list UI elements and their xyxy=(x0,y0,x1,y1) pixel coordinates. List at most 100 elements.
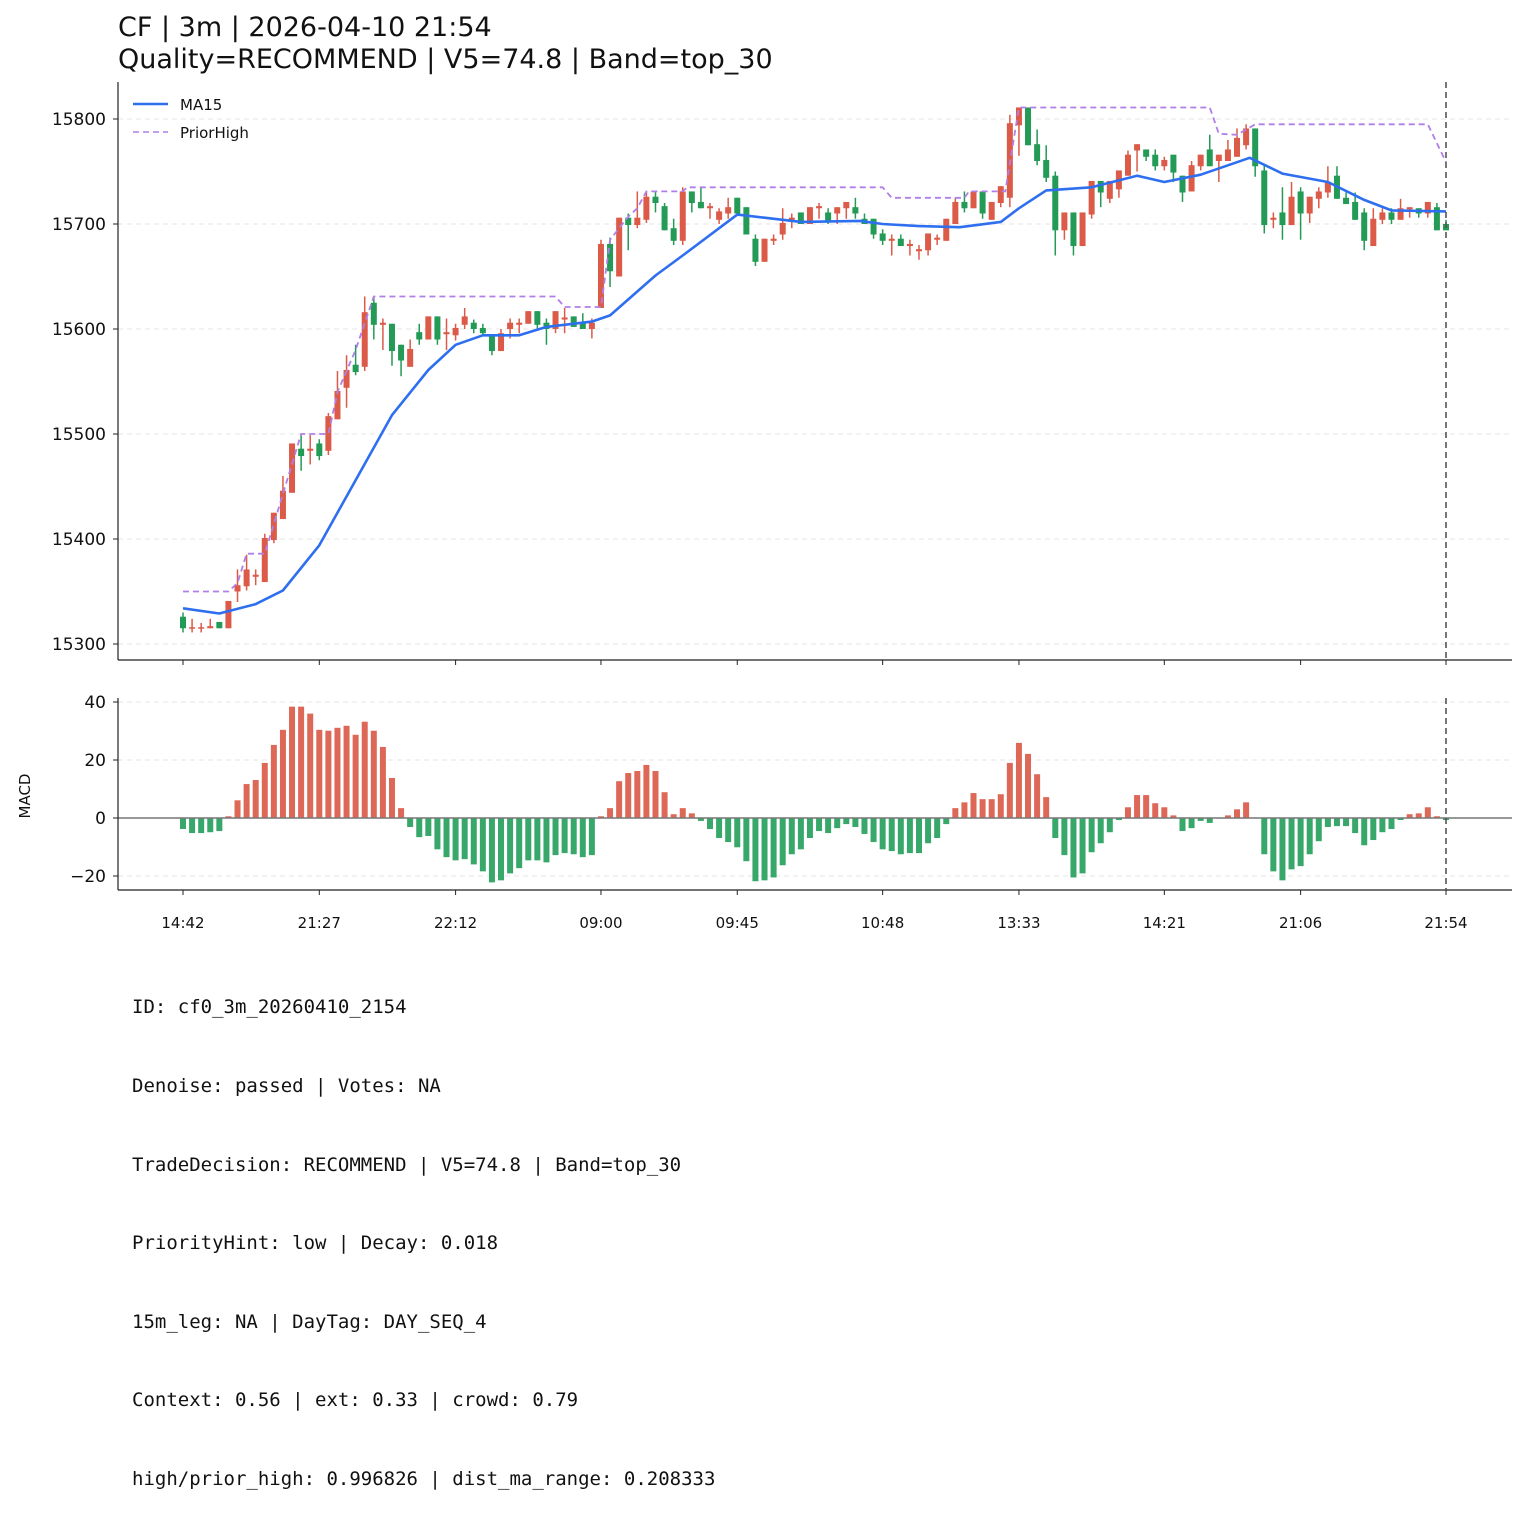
candle-body xyxy=(279,490,286,520)
candle-up xyxy=(307,435,314,465)
macd-bar xyxy=(1388,818,1395,830)
macd-bar xyxy=(316,729,323,818)
candle-body xyxy=(307,448,314,451)
candle-body xyxy=(443,332,450,335)
candle-body xyxy=(379,322,386,325)
macd-histogram xyxy=(118,706,1512,883)
candle-up xyxy=(925,233,932,256)
macd-bar xyxy=(307,713,314,818)
candle-down xyxy=(734,197,741,214)
macd-bar xyxy=(788,818,795,855)
macd-bar xyxy=(925,818,932,844)
macd-bar xyxy=(361,721,368,818)
macd-bar xyxy=(1197,818,1204,821)
macd-bar xyxy=(797,818,804,850)
macd-bar xyxy=(743,818,750,862)
macd-bar xyxy=(243,784,250,818)
macd-bar xyxy=(670,814,677,818)
macd-bar xyxy=(806,818,813,839)
candle-body xyxy=(697,201,704,209)
candle-body xyxy=(534,311,541,325)
candle-body xyxy=(234,585,241,592)
candle-body xyxy=(1243,128,1250,146)
candle-body xyxy=(1315,191,1322,199)
candle-body xyxy=(334,390,341,420)
macd-bar xyxy=(834,818,841,829)
legend-ma15-label: MA15 xyxy=(180,96,222,114)
macd-bar xyxy=(407,818,414,827)
macd-bar xyxy=(1397,818,1404,821)
candle-body xyxy=(797,212,804,224)
legend-priorhigh-label: PriorHigh xyxy=(180,124,249,142)
macd-bar xyxy=(398,808,405,818)
macd-bar xyxy=(979,799,986,818)
candle-up xyxy=(361,296,368,371)
candle-up xyxy=(498,329,505,352)
candle-up xyxy=(1406,207,1413,218)
candle-down xyxy=(1352,192,1359,220)
candle-down xyxy=(1179,175,1186,202)
candle-down xyxy=(398,344,405,377)
macd-bar xyxy=(543,818,550,863)
macd-bar xyxy=(725,818,732,843)
candle-body xyxy=(343,369,350,388)
candle-down xyxy=(697,187,704,209)
candle-up xyxy=(225,600,232,629)
x-tick-label: 21:06 xyxy=(1279,914,1322,932)
candle-up xyxy=(279,476,286,520)
macd-bar xyxy=(1115,818,1122,821)
macd-bar xyxy=(1006,762,1013,818)
candle-body xyxy=(779,222,786,235)
candle-down xyxy=(688,191,695,213)
candle-up xyxy=(716,208,723,224)
candle-up xyxy=(906,239,913,256)
candle-up xyxy=(643,191,650,223)
candle-up xyxy=(761,238,768,262)
candle-body xyxy=(552,311,559,329)
macd-bar xyxy=(325,730,332,818)
candle-body xyxy=(1206,149,1213,167)
x-tick-label: 14:42 xyxy=(161,914,204,932)
macd-bar xyxy=(1270,818,1277,872)
macd-bar xyxy=(588,818,595,856)
macd-bar xyxy=(1061,818,1068,856)
macd-bar xyxy=(888,818,895,852)
macd-bar xyxy=(416,818,423,838)
candle-up xyxy=(1224,140,1231,161)
candle-body xyxy=(1043,159,1050,178)
prior-high-line xyxy=(183,106,1447,593)
macd-bar xyxy=(252,780,259,818)
candle-body xyxy=(1388,212,1395,220)
macd-bar xyxy=(225,816,232,818)
candle-down xyxy=(743,207,750,235)
candle-up xyxy=(1288,182,1295,226)
candle-body xyxy=(1106,180,1113,199)
candle-down xyxy=(352,344,359,376)
macd-bar xyxy=(1288,818,1295,870)
candle-down xyxy=(1025,107,1032,146)
candle-body xyxy=(1215,154,1222,161)
macd-bar xyxy=(616,781,623,818)
candle-down xyxy=(316,439,323,461)
macd-bar xyxy=(352,734,359,818)
candle-down xyxy=(1170,154,1177,182)
candle-up xyxy=(679,187,686,245)
candle-body xyxy=(1361,212,1368,241)
macd-bar xyxy=(234,800,241,818)
candle-up xyxy=(379,318,386,350)
chart-title-line2: Quality=RECOMMEND | V5=74.8 | Band=top_3… xyxy=(118,44,773,75)
candle-up xyxy=(261,533,268,583)
candle-down xyxy=(1043,145,1050,182)
macd-bar xyxy=(434,818,441,850)
macd-bar xyxy=(334,727,341,818)
macd-bar xyxy=(961,802,968,818)
candle-up xyxy=(243,554,250,591)
candle-body xyxy=(488,334,495,352)
candle-down xyxy=(370,296,377,340)
macd-bar xyxy=(897,818,904,855)
macd-bar xyxy=(852,818,859,827)
macd-bar xyxy=(679,808,686,818)
candle-body xyxy=(652,196,659,203)
macd-bar xyxy=(1224,815,1231,818)
candle-down xyxy=(1343,192,1350,205)
